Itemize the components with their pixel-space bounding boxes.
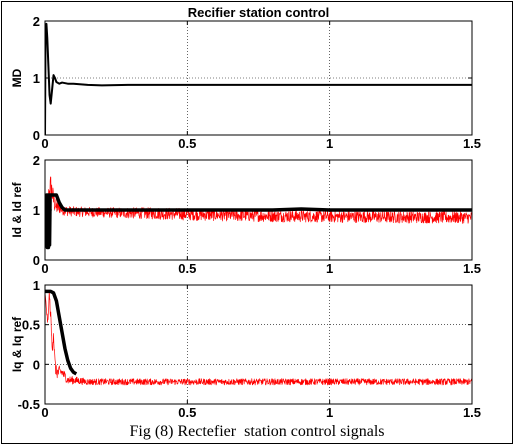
x-tick-label: 1.5: [463, 405, 481, 420]
x-tick-label: 0: [41, 405, 48, 420]
y-tick-label: 2: [33, 153, 40, 168]
y-tick-label: 2: [33, 14, 40, 29]
x-tick-label: 0.5: [178, 261, 196, 276]
y-tick-label: 0: [33, 253, 40, 268]
series-1-line: [45, 22, 472, 135]
x-tick-label: 0.5: [178, 405, 196, 420]
x-tick-label: 0: [41, 261, 48, 276]
x-axis-label: Time (sec): [229, 420, 288, 422]
y-axis-label: MD: [10, 68, 24, 87]
x-tick-label: 1: [326, 405, 333, 420]
plot-area: [45, 285, 472, 404]
series-2-line: [45, 289, 78, 376]
y-tick-label: -0.5: [18, 397, 40, 412]
series-1-line: [45, 290, 472, 386]
chart-title: Recifier station control: [188, 5, 330, 20]
y-axis-label: Id & Id ref: [10, 181, 24, 237]
figure-caption: Fig (8) Rectefier station control signal…: [129, 423, 385, 440]
axes-box: [44, 284, 473, 405]
x-tick-label: 1: [326, 261, 333, 276]
x-tick-label: 1.5: [463, 136, 481, 151]
series-group: [45, 176, 472, 250]
y-tick-label: 0.5: [22, 318, 40, 333]
axes-2: 0 0.5 1 1.5 0 1 2 Id & Id ref: [10, 153, 481, 276]
y-tick-label: 1: [33, 278, 40, 293]
y-axis-label: Iq & Iq ref: [10, 316, 24, 372]
axes-box: [44, 20, 473, 136]
axes-1: 0 0.5 1 1.5 0 1 2 Recifier station control MD: [10, 5, 481, 151]
series-group: [45, 289, 472, 386]
axes-box: [44, 159, 473, 261]
y-tick-label: 0: [33, 357, 40, 372]
x-tick-label: 1.5: [463, 261, 481, 276]
x-tick-label: 1: [326, 136, 333, 151]
y-tick-label: 0: [33, 128, 40, 143]
x-tick-label: 0.5: [178, 136, 196, 151]
series-group: [45, 22, 472, 135]
y-tick-label: 1: [33, 203, 40, 218]
y-tick-label: 1: [33, 71, 40, 86]
x-tick-label: 0: [41, 136, 48, 151]
series-2-line: [45, 193, 472, 250]
